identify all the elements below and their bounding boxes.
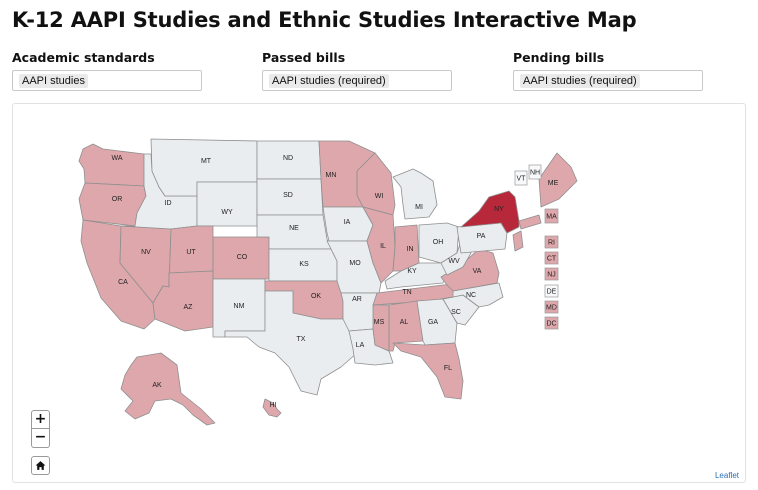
state-box-ct[interactable] — [544, 251, 559, 265]
state-box-de[interactable] — [544, 284, 559, 298]
state-label-il: IL — [380, 243, 386, 250]
state-label-nc: NC — [466, 292, 476, 299]
pending-bills-select[interactable]: AAPI studies (required) — [513, 70, 703, 91]
state-label-vt: VT — [517, 176, 527, 183]
state-ms[interactable] — [372, 304, 390, 352]
zoom-out-button[interactable]: − — [31, 429, 50, 448]
state-box-ma[interactable] — [544, 208, 559, 224]
state-label-mn: MN — [326, 172, 337, 179]
state-label-az: AZ — [184, 304, 194, 311]
state-box-dc[interactable] — [544, 316, 559, 330]
state-label-ia: IA — [344, 219, 351, 226]
state-label-tn: TN — [402, 289, 411, 296]
state-label-ms: MS — [374, 319, 385, 326]
state-shape-nj[interactable] — [512, 230, 524, 252]
state-fl[interactable] — [392, 342, 464, 400]
filter-pending-bills: Pending bills AAPI studies (required) — [513, 50, 703, 91]
state-label-mi: MI — [415, 204, 423, 211]
state-label-nm: NM — [234, 303, 245, 310]
state-label-ut: UT — [186, 249, 196, 256]
state-label-nv: NV — [141, 249, 151, 256]
state-label-in: IN — [407, 246, 414, 253]
state-label-al: AL — [400, 319, 409, 326]
selected-chip: AAPI studies (required) — [520, 73, 640, 88]
state-ny[interactable] — [460, 190, 520, 234]
state-label-sc: SC — [451, 309, 461, 316]
state-mi[interactable] — [392, 168, 438, 220]
passed-bills-select[interactable]: AAPI studies (required) — [262, 70, 452, 91]
state-label-ca: CA — [118, 279, 128, 286]
state-label-oh: OH — [433, 239, 444, 246]
state-box-vt[interactable] — [514, 170, 528, 186]
state-nc[interactable] — [442, 282, 504, 308]
state-label-ok: OK — [311, 293, 321, 300]
state-label-va: VA — [473, 268, 482, 275]
state-label-tx: TX — [297, 336, 306, 343]
state-box-nj[interactable] — [544, 267, 559, 281]
state-label-ny: NY — [494, 206, 504, 213]
academic-standards-select[interactable]: AAPI studies — [12, 70, 202, 91]
state-label-de: DE — [547, 289, 557, 296]
state-ak[interactable] — [120, 352, 216, 426]
state-label-hi: HI — [270, 402, 277, 409]
state-label-ga: GA — [428, 319, 438, 326]
state-label-ak: AK — [152, 382, 162, 389]
state-shape-ma[interactable] — [518, 214, 542, 230]
state-label-nj: NJ — [547, 272, 556, 279]
state-label-or: OR — [112, 196, 123, 203]
state-label-md: MD — [546, 305, 557, 312]
state-label-mt: MT — [201, 158, 212, 165]
filter-label: Passed bills — [262, 50, 346, 65]
state-wy[interactable] — [196, 181, 258, 227]
state-il[interactable] — [362, 206, 396, 284]
filter-passed-bills: Passed bills AAPI studies (required) — [262, 50, 452, 91]
home-icon — [35, 461, 46, 470]
zoom-in-button[interactable]: + — [31, 410, 50, 429]
state-label-la: LA — [356, 342, 365, 349]
state-label-nd: ND — [283, 155, 293, 162]
state-label-ky: KY — [407, 268, 417, 275]
state-label-co: CO — [237, 254, 248, 261]
filter-label: Academic standards — [12, 50, 155, 65]
filter-label: Pending bills — [513, 50, 605, 65]
home-button[interactable] — [31, 456, 50, 475]
state-label-wv: WV — [448, 258, 460, 265]
selected-chip: AAPI studies (required) — [269, 73, 389, 88]
state-label-wy: WY — [221, 209, 233, 216]
state-box-ri[interactable] — [544, 235, 559, 249]
state-label-wa: WA — [111, 155, 122, 162]
state-hi[interactable] — [262, 398, 282, 418]
state-label-wi: WI — [375, 193, 384, 200]
state-label-nh: NH — [530, 170, 540, 177]
state-label-mo: MO — [349, 260, 361, 267]
filter-academic-standards: Academic standards AAPI studies — [12, 50, 202, 91]
us-map[interactable]: WA OR CA NV ID MT WY UT AZ CO NM ND SD NE KS OK TX MN IA MO… — [13, 104, 745, 482]
state-label-fl: FL — [444, 365, 452, 372]
selected-chip: AAPI studies — [19, 73, 88, 88]
state-wa[interactable] — [78, 143, 145, 187]
state-label-ne: NE — [289, 225, 299, 232]
state-box-md[interactable] — [544, 300, 559, 314]
page-title: K-12 AAPI Studies and Ethnic Studies Int… — [12, 8, 637, 32]
state-tx[interactable] — [224, 290, 358, 396]
state-me[interactable] — [538, 152, 578, 208]
map-panel[interactable]: WA OR CA NV ID MT WY UT AZ CO NM ND SD NE KS OK TX MN IA MO… — [12, 103, 746, 483]
leaflet-attribution[interactable]: Leaflet — [712, 471, 741, 480]
state-label-ar: AR — [352, 296, 362, 303]
state-label-ri: RI — [548, 240, 555, 247]
state-wi[interactable] — [356, 152, 396, 216]
state-label-ks: KS — [299, 261, 309, 268]
state-label-dc: DC — [546, 321, 556, 328]
state-label-sd: SD — [283, 192, 293, 199]
state-label-id: ID — [165, 200, 172, 207]
state-label-ma: MA — [546, 214, 557, 221]
state-label-ct: CT — [547, 256, 557, 263]
state-box-nh[interactable] — [528, 164, 542, 180]
state-label-pa: PA — [477, 233, 486, 240]
state-label-me: ME — [548, 180, 559, 187]
